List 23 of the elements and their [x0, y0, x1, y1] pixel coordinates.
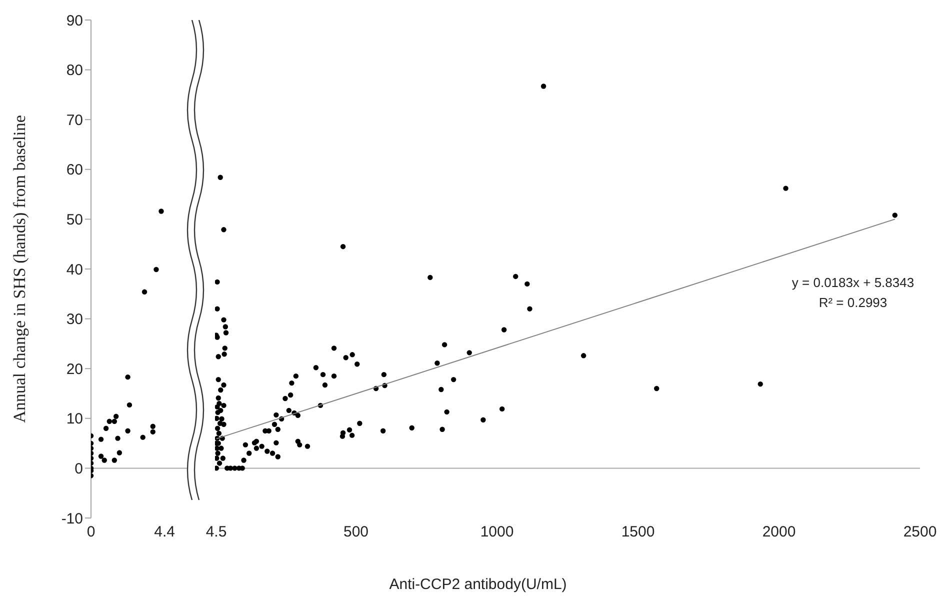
y-tick-label: 50	[66, 212, 83, 229]
y-tick-label: 90	[66, 12, 83, 30]
y-tick-label: 0	[74, 460, 83, 478]
y-tick-label: 30	[66, 311, 83, 328]
x-tick-label: 0	[86, 524, 96, 541]
y-tick-label: 70	[66, 112, 83, 129]
x-tick-label: 2000	[762, 524, 796, 541]
y-axis-title: Annual change in SHS (hands) from baseline	[10, 115, 30, 423]
x-tick-label: 1500	[621, 524, 655, 541]
x-tick-label: 500	[343, 524, 369, 541]
annotation: R² = 0.2993	[818, 294, 888, 312]
x-tick-label: 4.4	[154, 524, 176, 541]
y-tick-label: -10	[61, 510, 83, 528]
x-tick-label: 2500	[903, 524, 937, 541]
x-tick-label: 4.5	[206, 524, 227, 541]
y-tick-label: 20	[66, 360, 83, 378]
annotation: y = 0.0183x + 5.8343	[790, 274, 916, 292]
y-tick-label: 10	[66, 410, 83, 428]
y-tick-label: 60	[66, 162, 83, 179]
y-tick-label: 40	[66, 261, 83, 278]
x-axis-title: Anti-CCP2 antibody(U/mL)	[388, 576, 568, 593]
x-tick-label: 1000	[480, 524, 514, 541]
y-tick-label: 80	[66, 62, 83, 80]
